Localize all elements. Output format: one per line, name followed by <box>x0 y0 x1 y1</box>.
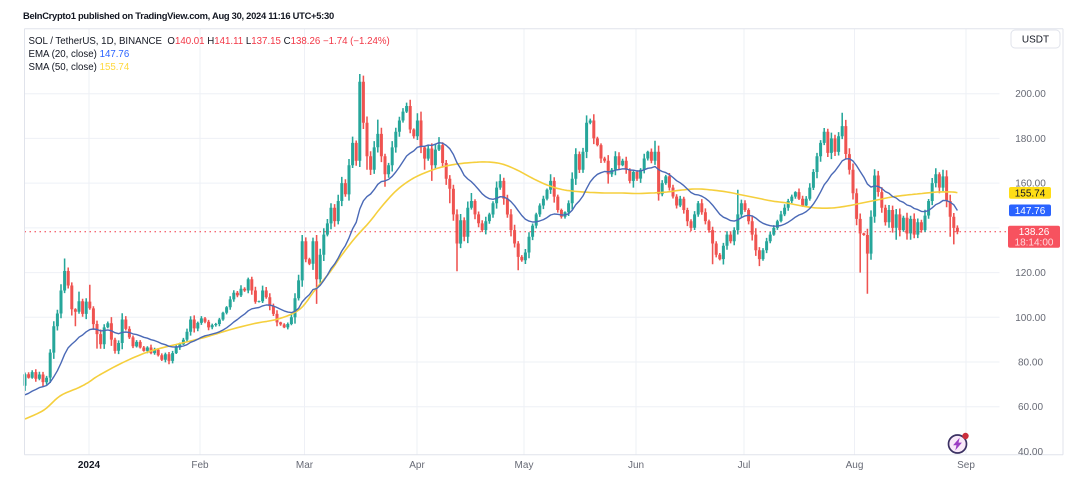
svg-text:BeInCrypto1 published on Tradi: BeInCrypto1 published on TradingView.com… <box>23 10 334 21</box>
svg-text:Jul: Jul <box>738 460 751 471</box>
svg-text:Jun: Jun <box>628 460 644 471</box>
svg-text:155.74: 155.74 <box>1015 188 1046 199</box>
svg-text:147.76: 147.76 <box>1015 206 1046 217</box>
svg-text:SMA (50, close) 155.74: SMA (50, close) 155.74 <box>29 62 130 73</box>
svg-text:40.00: 40.00 <box>1018 447 1043 458</box>
svg-text:180.00: 180.00 <box>1015 134 1046 145</box>
svg-text:200.00: 200.00 <box>1015 89 1046 100</box>
svg-text:May: May <box>515 460 534 471</box>
svg-text:Aug: Aug <box>846 460 864 471</box>
svg-text:Mar: Mar <box>296 460 314 471</box>
svg-text:60.00: 60.00 <box>1018 402 1043 413</box>
svg-text:USDT: USDT <box>1022 35 1049 46</box>
svg-text:2024: 2024 <box>78 460 101 471</box>
svg-text:Sep: Sep <box>957 460 975 471</box>
svg-text:Feb: Feb <box>191 460 209 471</box>
svg-text:80.00: 80.00 <box>1018 358 1043 369</box>
svg-text:EMA (20, close) 147.76: EMA (20, close) 147.76 <box>29 49 130 60</box>
svg-text:18:14:00: 18:14:00 <box>1015 237 1054 248</box>
svg-text:138.26: 138.26 <box>1019 227 1050 238</box>
svg-text:SOL / TetherUS, 1D, BINANCE O: SOL / TetherUS, 1D, BINANCE O140.01 H141… <box>29 36 390 47</box>
svg-text:160.00: 160.00 <box>1015 179 1046 190</box>
svg-text:Apr: Apr <box>409 460 425 471</box>
svg-text:120.00: 120.00 <box>1015 268 1046 279</box>
svg-text:100.00: 100.00 <box>1015 313 1046 324</box>
